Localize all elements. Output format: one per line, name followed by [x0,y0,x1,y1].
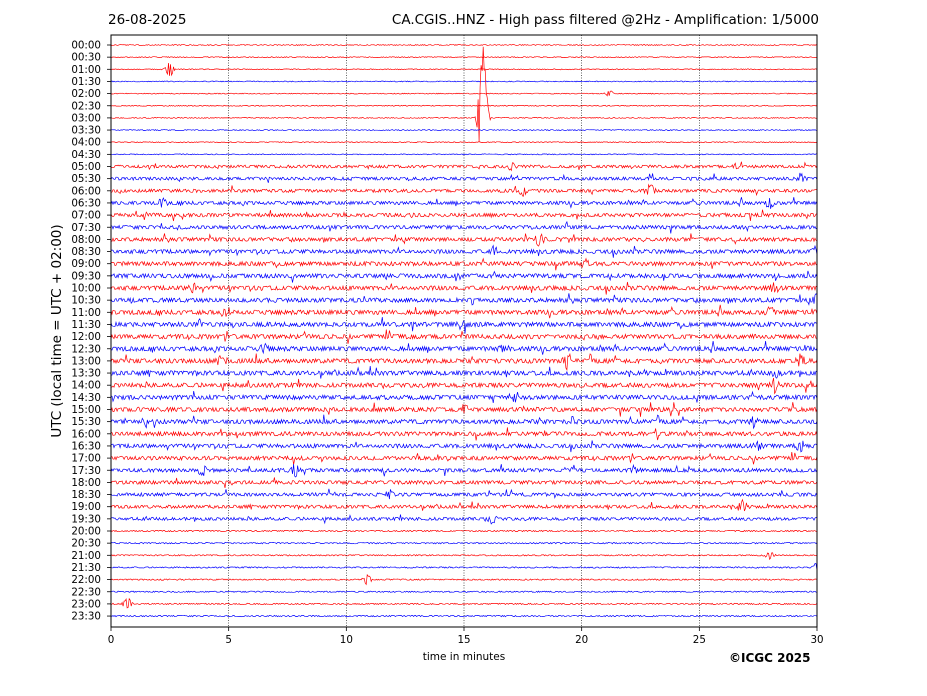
x-ticks: 0 5 10 15 20 25 30 [108,627,824,646]
trace-row-0030 [111,56,818,59]
x-tick-label-5: 5 [225,634,232,646]
row-label-1000: 10:00 [71,283,101,295]
copyright-credit: ©ICGC 2025 [729,651,811,665]
x-tick-label-20: 20 [575,634,588,646]
row-label-0700: 07:00 [71,210,101,222]
row-label-0130: 01:30 [71,76,101,88]
row-label-0200: 02:00 [71,88,101,100]
trace-row-1100 [110,304,818,319]
plot-frame [110,34,818,628]
row-label-1900: 19:00 [71,501,101,513]
row-label-0030: 00:30 [71,52,101,64]
x-axis-label: time in minutes [423,651,505,663]
row-label-1500: 15:00 [71,404,101,416]
row-label-0900: 09:00 [71,258,101,270]
row-label-1800: 18:00 [71,477,101,489]
chart-title: CA.CGIS..HNZ - High pass filtered @2Hz -… [391,12,819,28]
chart-date: 26-08-2025 [108,12,187,28]
row-label-0100: 01:00 [71,64,101,76]
trace-row-0400 [110,141,818,144]
row-label-0000: 00:00 [71,40,101,52]
row-label-0800: 08:00 [71,234,101,246]
row-label-0430: 04:30 [71,149,101,161]
row-label-1230: 12:30 [71,343,101,355]
trace-row-1300 [110,352,818,371]
trace-row-0700 [110,209,818,222]
row-label-0730: 07:30 [71,222,101,234]
trace-row-0930 [110,270,818,283]
row-label-1700: 17:00 [71,453,101,465]
trace-row-2230 [110,590,818,593]
grid-lines [228,35,700,627]
row-label-0530: 05:30 [71,173,101,185]
row-label-0500: 05:00 [71,161,101,173]
row-label-1830: 18:30 [71,489,101,501]
row-label-2300: 23:00 [71,598,101,610]
trace-row-1500 [110,402,818,417]
trace-row-0600 [110,183,818,197]
trace-row-1400 [110,377,818,395]
row-label-2000: 20:00 [71,526,101,538]
row-label-1730: 17:30 [71,465,101,477]
trace-row-1200 [110,329,818,344]
row-label-0830: 08:30 [71,246,101,258]
row-label-2200: 22:00 [71,574,101,586]
x-tick-label-30: 30 [810,634,823,646]
row-label-2330: 23:30 [71,611,101,623]
row-label-1030: 10:30 [71,295,101,307]
trace-row-1330 [110,366,818,379]
trace-row-1600 [110,427,818,441]
trace-row-0630 [110,197,818,209]
row-label-0930: 09:30 [71,270,101,282]
trace-row-0100 [110,62,818,77]
trace-row-1700 [110,452,818,465]
trace-row-2130 [110,563,818,571]
row-label-1130: 11:30 [71,319,101,331]
row-label-0300: 03:00 [71,112,101,124]
row-label-1930: 19:30 [71,513,101,525]
trace-row-0130 [110,80,818,83]
row-label-0630: 06:30 [71,197,101,209]
row-label-1600: 16:00 [71,428,101,440]
trace-row-2330 [110,614,818,618]
row-label-0400: 04:00 [71,137,101,149]
trace-row-0430 [110,153,817,156]
row-label-2100: 21:00 [71,550,101,562]
x-tick-label-25: 25 [693,634,706,646]
y-axis-label: UTC (local time = UTC + 02:00) [49,224,65,437]
row-label-0600: 06:00 [71,185,101,197]
row-label-2130: 21:30 [71,562,101,574]
row-label-2030: 20:30 [71,538,101,550]
row-label-1630: 16:30 [71,440,101,452]
trace-row-1530 [110,414,818,430]
x-tick-label-10: 10 [340,634,353,646]
row-label-0330: 03:30 [71,125,101,137]
row-label-1430: 14:30 [71,392,101,404]
x-tick-label-0: 0 [108,634,115,646]
row-label-2230: 22:30 [71,586,101,598]
row-label-1530: 15:30 [71,416,101,428]
row-label-1300: 13:00 [71,355,101,367]
row-label-1100: 11:00 [71,307,101,319]
x-tick-label-15: 15 [457,634,470,646]
row-label-1400: 14:00 [71,380,101,392]
row-label-1330: 13:30 [71,368,101,380]
y-tick-labels: 00:0000:3001:0001:3002:0002:3003:0003:30… [71,40,111,623]
row-label-1200: 12:00 [71,331,101,343]
row-label-0230: 02:30 [71,100,101,112]
